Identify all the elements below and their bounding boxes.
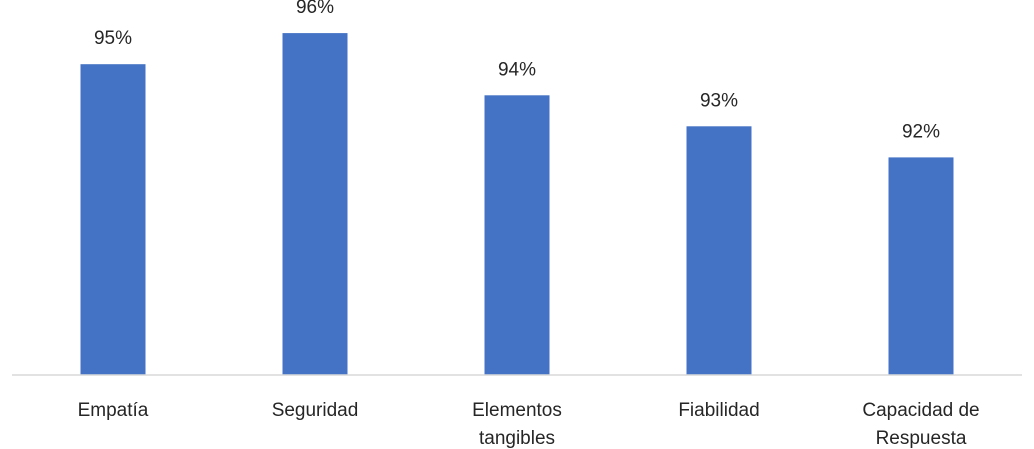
category-label-0: Empatía [78, 400, 149, 421]
category-label-3: Fiabilidad [678, 400, 759, 421]
category-label-line: Fiabilidad [678, 400, 759, 421]
bars-group [80, 33, 954, 376]
bar-3 [686, 126, 752, 375]
data-labels-group: 95% 96% 94% 93% 92% [94, 0, 940, 142]
category-labels-group: Empatía Seguridad Elementos tangibles Fiabil… [78, 400, 980, 449]
bar-1 [282, 33, 348, 375]
bar-2 [484, 95, 550, 376]
data-label-3: 93% [700, 90, 738, 111]
category-label-line: Capacidad de [862, 400, 979, 421]
category-label-4: Capacidad de Respuesta [862, 400, 979, 449]
data-label-0: 95% [94, 28, 132, 49]
bar-0 [80, 64, 146, 375]
data-label-4: 92% [902, 121, 940, 142]
data-label-1: 96% [296, 0, 334, 18]
data-label-2: 94% [498, 59, 536, 80]
category-label-line: Seguridad [272, 400, 359, 421]
category-label-2: Elementos tangibles [472, 400, 562, 449]
category-label-line: Respuesta [876, 428, 967, 449]
category-label-line: tangibles [479, 428, 555, 449]
category-label-line: Elementos [472, 400, 562, 421]
category-label-line: Empatía [78, 400, 149, 421]
bar-4 [888, 157, 954, 375]
category-label-1: Seguridad [272, 400, 359, 421]
